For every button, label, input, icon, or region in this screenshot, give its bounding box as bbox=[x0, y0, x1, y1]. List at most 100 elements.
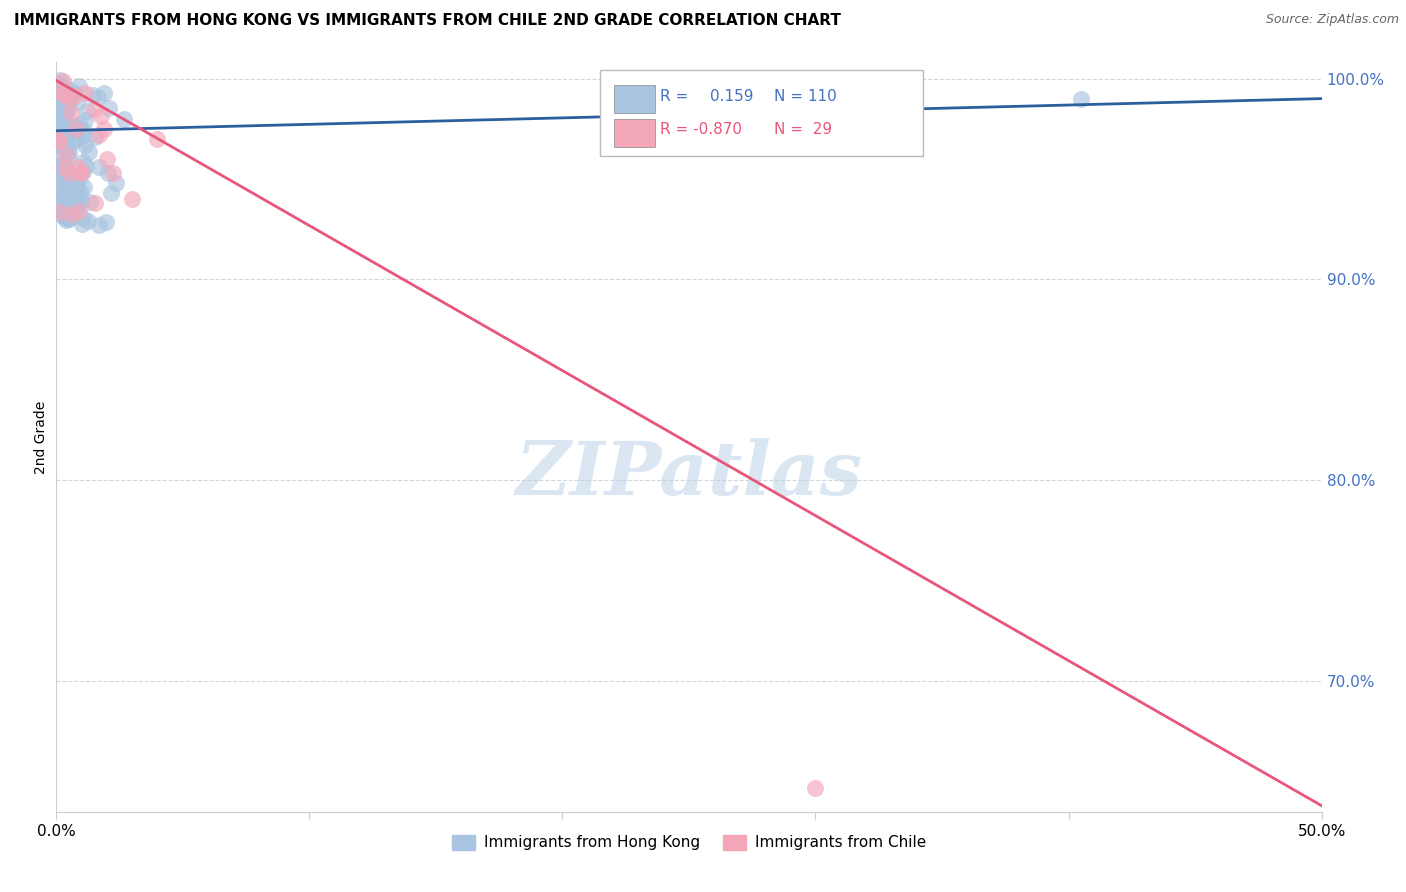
Point bbox=[56, 192, 79, 206]
Text: ZIPatlas: ZIPatlas bbox=[516, 438, 862, 511]
Point bbox=[56, 142, 79, 156]
Point bbox=[90, 109, 112, 123]
Point bbox=[69, 191, 91, 205]
Point bbox=[58, 211, 80, 226]
Point bbox=[52, 73, 75, 87]
Point bbox=[65, 196, 87, 211]
FancyBboxPatch shape bbox=[600, 70, 922, 156]
Point bbox=[73, 113, 96, 128]
Point bbox=[49, 204, 72, 219]
Point bbox=[53, 79, 76, 94]
Point bbox=[63, 88, 86, 103]
FancyBboxPatch shape bbox=[614, 86, 655, 113]
Point bbox=[67, 204, 90, 219]
Point bbox=[52, 110, 75, 124]
Point bbox=[48, 160, 70, 174]
Point bbox=[56, 174, 79, 188]
Legend: Immigrants from Hong Kong, Immigrants from Chile: Immigrants from Hong Kong, Immigrants fr… bbox=[446, 829, 932, 856]
Point bbox=[65, 121, 87, 136]
Point bbox=[60, 121, 83, 136]
Point bbox=[58, 145, 80, 159]
Point bbox=[46, 180, 69, 194]
Point bbox=[62, 211, 84, 225]
Point bbox=[67, 160, 90, 174]
Point bbox=[56, 165, 79, 179]
Point bbox=[55, 162, 77, 177]
Point bbox=[51, 128, 73, 143]
Point bbox=[73, 180, 96, 194]
Point bbox=[146, 132, 169, 146]
FancyBboxPatch shape bbox=[614, 119, 655, 147]
Point bbox=[804, 780, 827, 795]
Point bbox=[53, 100, 76, 114]
Point bbox=[79, 194, 101, 209]
Point bbox=[103, 166, 125, 180]
Point bbox=[52, 97, 75, 112]
Point bbox=[55, 97, 77, 112]
Point bbox=[55, 131, 77, 145]
Point bbox=[65, 200, 87, 214]
Point bbox=[56, 195, 79, 210]
Point bbox=[46, 90, 69, 104]
Point bbox=[65, 186, 87, 200]
Point bbox=[87, 90, 110, 104]
Point bbox=[63, 86, 86, 100]
Point bbox=[46, 103, 69, 117]
Point bbox=[52, 140, 75, 154]
Point bbox=[67, 132, 90, 146]
Point bbox=[51, 93, 73, 107]
Point bbox=[67, 78, 90, 93]
Point bbox=[77, 213, 100, 227]
Point bbox=[70, 166, 93, 180]
Point bbox=[52, 185, 75, 199]
Text: Source: ZipAtlas.com: Source: ZipAtlas.com bbox=[1265, 13, 1399, 27]
Point bbox=[55, 213, 77, 227]
Point bbox=[76, 104, 98, 119]
Point bbox=[62, 192, 84, 206]
Point bbox=[112, 112, 135, 126]
Point bbox=[104, 176, 127, 190]
Point bbox=[55, 182, 77, 196]
Point bbox=[46, 174, 69, 188]
Point bbox=[55, 106, 77, 120]
Point bbox=[53, 154, 76, 169]
Point bbox=[63, 119, 86, 133]
Point bbox=[53, 209, 76, 223]
Point bbox=[65, 123, 87, 137]
Point bbox=[87, 218, 110, 232]
Point bbox=[58, 151, 80, 165]
Point bbox=[46, 147, 69, 161]
Point bbox=[55, 148, 77, 162]
Point bbox=[56, 175, 79, 189]
Point bbox=[46, 127, 69, 141]
Point bbox=[84, 195, 107, 210]
Point bbox=[49, 138, 72, 153]
Point bbox=[59, 187, 82, 202]
Text: N =  29: N = 29 bbox=[773, 122, 832, 137]
Point bbox=[52, 162, 75, 177]
Point bbox=[48, 120, 70, 135]
Point bbox=[49, 73, 72, 87]
Point bbox=[94, 215, 117, 229]
Point bbox=[98, 102, 121, 116]
Point bbox=[48, 133, 70, 147]
Point bbox=[60, 207, 83, 221]
Point bbox=[70, 165, 93, 179]
Point bbox=[100, 186, 122, 201]
Point bbox=[75, 138, 97, 153]
Point bbox=[93, 87, 115, 101]
Point bbox=[48, 112, 70, 126]
Point bbox=[53, 190, 76, 204]
Point bbox=[55, 131, 77, 145]
Point bbox=[73, 124, 96, 138]
Point bbox=[46, 105, 69, 120]
Point bbox=[51, 120, 73, 135]
Point bbox=[121, 192, 143, 206]
Point bbox=[52, 85, 75, 99]
Point bbox=[1070, 92, 1092, 106]
Point bbox=[67, 95, 90, 109]
Point bbox=[70, 217, 93, 231]
Point bbox=[46, 76, 69, 90]
Point bbox=[49, 86, 72, 100]
Point bbox=[70, 128, 93, 143]
